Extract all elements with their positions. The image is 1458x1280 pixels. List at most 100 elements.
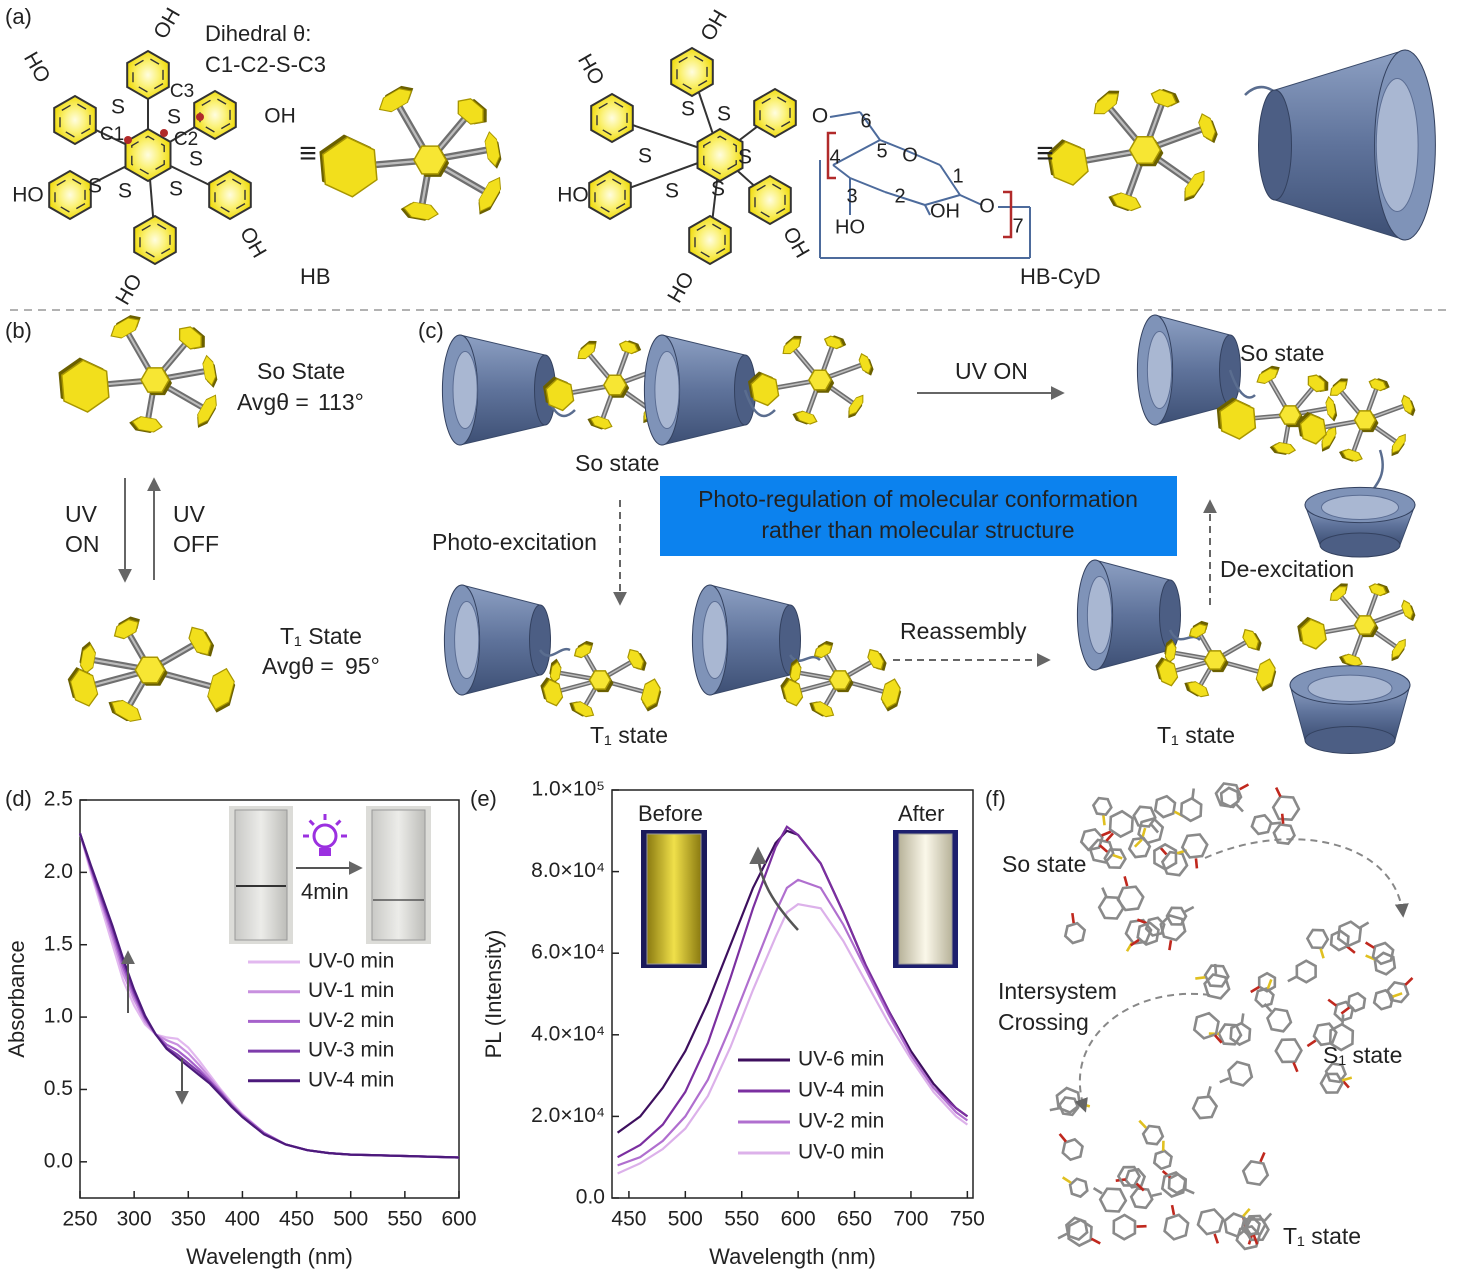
- hex: [589, 415, 613, 430]
- stick-ring: [1163, 1213, 1190, 1241]
- hex-core: [1203, 650, 1227, 670]
- stick-ring: [1214, 782, 1243, 809]
- x-axis-title: Wavelength (nm): [709, 1244, 876, 1269]
- cuvette: [646, 833, 702, 965]
- hex: [484, 131, 501, 167]
- stick-bond: [1250, 985, 1260, 994]
- inset-label: After: [898, 801, 944, 826]
- hex-core: [134, 656, 166, 684]
- stick-ring: [1203, 964, 1230, 988]
- legend-label: UV-6 min: [798, 1048, 884, 1071]
- stick-ring: [1329, 929, 1350, 952]
- stick-ring: [1257, 971, 1277, 993]
- stick-ring: [1272, 823, 1296, 846]
- glucose-label: 1: [952, 165, 963, 187]
- x-tick-label: 550: [724, 1208, 759, 1231]
- stick-bond: [1364, 941, 1375, 949]
- hex: [1198, 113, 1216, 142]
- tether: [538, 647, 571, 657]
- stick-ring: [1266, 1007, 1293, 1033]
- bond: [829, 111, 861, 118]
- legend-label: UV-4 min: [798, 1079, 884, 1102]
- stick-ring: [1271, 795, 1301, 822]
- cyclodextrin-cone: [1076, 559, 1181, 671]
- stick-structure: [1336, 920, 1414, 1015]
- compound-label: HB: [300, 264, 331, 289]
- arrow-label: UV ON: [955, 358, 1028, 384]
- hex: [1188, 623, 1208, 639]
- glucose-label: O: [902, 144, 918, 166]
- hex: [178, 326, 202, 350]
- stick-ring: [1373, 951, 1397, 976]
- stick-ring: [1328, 1022, 1355, 1052]
- y-axis-title: Absorbance: [4, 940, 29, 1057]
- hex: [1186, 681, 1210, 698]
- hex: [110, 317, 140, 339]
- atom-label: OH: [149, 4, 185, 43]
- hex: [823, 335, 844, 350]
- hex: [571, 701, 595, 718]
- atom-label: S: [665, 180, 679, 203]
- stick-bond: [1079, 1102, 1091, 1108]
- cuvette-inset: [641, 830, 707, 968]
- stick-bond: [1102, 815, 1106, 826]
- inset-label: Before: [638, 801, 703, 826]
- hex: [1255, 658, 1276, 689]
- y-tick-label: 0.5: [44, 1077, 73, 1100]
- hex: [813, 643, 833, 659]
- bond: [959, 194, 983, 206]
- hex: [403, 201, 439, 221]
- panel-label: (e): [470, 786, 497, 811]
- cone-cavity: [454, 601, 480, 679]
- stick-ring: [1319, 1072, 1344, 1094]
- molecule-3d: [540, 640, 662, 718]
- glucose-label: 3: [846, 185, 857, 207]
- hex: [1272, 442, 1297, 455]
- atom-label: C2: [174, 129, 198, 150]
- legend-label: UV-3 min: [308, 1039, 394, 1062]
- stick-ring: [1243, 1218, 1270, 1242]
- hex-core: [1353, 410, 1377, 430]
- hex: [1184, 170, 1205, 199]
- stick-bond: [1259, 1152, 1266, 1163]
- cone-end: [1304, 726, 1396, 754]
- stick-bond: [1235, 803, 1244, 813]
- compound-label: HB-CyD: [1020, 264, 1101, 289]
- cyclodextrin-cone: [1289, 665, 1411, 754]
- bond: [924, 204, 931, 216]
- stick-bond: [1263, 1212, 1273, 1222]
- molecule-3d: [748, 335, 874, 425]
- stick-ring: [1116, 885, 1145, 912]
- hex: [573, 643, 593, 659]
- hex: [1329, 586, 1348, 601]
- stick-bond: [1327, 998, 1338, 1007]
- stick-ring: [1132, 805, 1157, 828]
- hex: [1321, 425, 1337, 450]
- stick-ring: [1305, 928, 1330, 950]
- bulb-base: [319, 848, 331, 856]
- stick-ring: [1136, 921, 1160, 946]
- tether: [1168, 629, 1201, 642]
- bulb-icon: [303, 814, 347, 856]
- cyclodextrin-cone: [643, 334, 756, 446]
- molecule-3d: [1155, 620, 1277, 698]
- trend-arrow: [749, 846, 799, 931]
- stick-ring: [1229, 1021, 1252, 1047]
- hex: [1093, 93, 1119, 115]
- bond: [832, 139, 881, 166]
- atom-label: HO: [573, 50, 609, 89]
- hex: [197, 394, 217, 426]
- stick-ring: [1061, 1137, 1084, 1162]
- hex: [880, 678, 901, 709]
- atom-label: HO: [663, 268, 699, 307]
- cone-end: [1258, 89, 1292, 201]
- cone-cavity: [654, 351, 680, 429]
- stick-ring: [1254, 987, 1275, 1008]
- stick-structure: [1192, 928, 1356, 1094]
- atom-label: C3: [170, 81, 194, 102]
- molecule-3d: [67, 616, 236, 722]
- stick-structure: [1063, 794, 1195, 952]
- stick-ring: [1067, 1218, 1093, 1248]
- legend-label: UV-4 min: [308, 1068, 394, 1091]
- bond: [849, 177, 886, 193]
